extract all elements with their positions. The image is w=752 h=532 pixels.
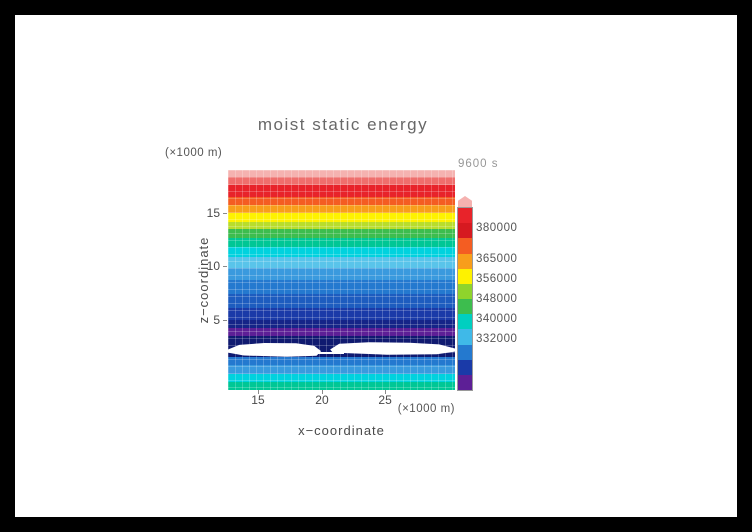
x-tick-label: 15 — [251, 393, 265, 407]
colorbar-segment — [458, 299, 472, 315]
colorbar-segment — [458, 223, 472, 239]
x-tickmark — [321, 390, 323, 394]
x-axis-tick-labels: 15 20 25 — [228, 393, 455, 407]
low-value-lobe-left — [228, 343, 322, 357]
contour-band — [228, 268, 455, 280]
contour-band — [228, 257, 455, 268]
z-tickmark — [223, 212, 227, 214]
contour-band — [228, 213, 455, 222]
colorbar-tick-label: 348000 — [476, 293, 518, 305]
z-axis-unit-label: (×1000 m) — [165, 147, 223, 159]
colorbar-segment — [458, 359, 472, 375]
contour-band — [228, 238, 455, 247]
colorbar-segment — [458, 268, 472, 284]
contour-field — [228, 170, 455, 390]
colorbar-segment — [458, 208, 472, 224]
colorbar-segment — [458, 314, 472, 330]
x-tickmark — [385, 390, 387, 394]
x-axis-unit-label: (×1000 m) — [397, 403, 455, 415]
contour-band — [228, 185, 455, 197]
x-axis-tickmarks — [228, 390, 455, 394]
colorbar-tick-label: 380000 — [476, 222, 518, 235]
contour-band — [228, 308, 455, 320]
contour-band — [228, 280, 455, 294]
low-value-region — [228, 336, 455, 362]
colorbar-labels: 380000 365000 356000 348000 340000 332000 — [476, 208, 540, 390]
contour-band — [228, 336, 455, 345]
low-value-lobe-right — [330, 342, 455, 355]
low-value-sliver — [316, 352, 344, 355]
contour-band — [228, 320, 455, 328]
colorbar-tick-label: 365000 — [476, 252, 518, 265]
contour-band — [228, 177, 455, 185]
colorbar-segment — [458, 374, 472, 391]
x-axis-title: x−coordinate — [298, 423, 385, 438]
contour-band — [228, 328, 455, 336]
contour-band — [228, 247, 455, 257]
colorbar-tick-label: 332000 — [476, 333, 518, 346]
contour-band — [228, 374, 455, 382]
contour-band — [228, 170, 455, 177]
x-tick-label: 25 — [378, 393, 392, 407]
z-tickmark — [223, 320, 227, 322]
contour-band — [228, 197, 455, 205]
colorbar-arrow — [458, 196, 472, 208]
contour-band — [228, 222, 455, 229]
colorbar-tick-label: 340000 — [476, 313, 518, 326]
time-stamp-label: 9600 s — [458, 158, 499, 170]
z-tick-label: 5 — [213, 313, 220, 328]
colorbar-segment — [458, 344, 472, 360]
contour-band — [228, 294, 455, 308]
contour-band — [228, 357, 455, 365]
contour-band — [228, 205, 455, 213]
contour-band — [228, 229, 455, 238]
colorbar-segment — [458, 238, 472, 254]
plot-area — [228, 170, 455, 390]
x-tick-label: 20 — [315, 393, 329, 407]
z-axis-tickmarks — [223, 170, 227, 390]
colorbar-segment — [458, 253, 472, 269]
z-tick-label: 15 — [206, 205, 220, 220]
contour-band — [228, 382, 455, 390]
contour-band — [228, 365, 455, 374]
colorbar-segment — [458, 329, 472, 345]
x-tickmark — [257, 390, 259, 394]
z-tickmark — [223, 265, 227, 267]
z-tick-label: 10 — [206, 258, 220, 273]
colorbar-segment — [458, 283, 472, 300]
colorbar-tick-label: 356000 — [476, 272, 518, 285]
colorbar — [457, 207, 473, 391]
chart-title: moist static energy — [257, 115, 429, 134]
z-axis-tick-labels: 15 10 5 — [190, 170, 220, 390]
z-axis-title: z−coordinate — [196, 236, 211, 324]
